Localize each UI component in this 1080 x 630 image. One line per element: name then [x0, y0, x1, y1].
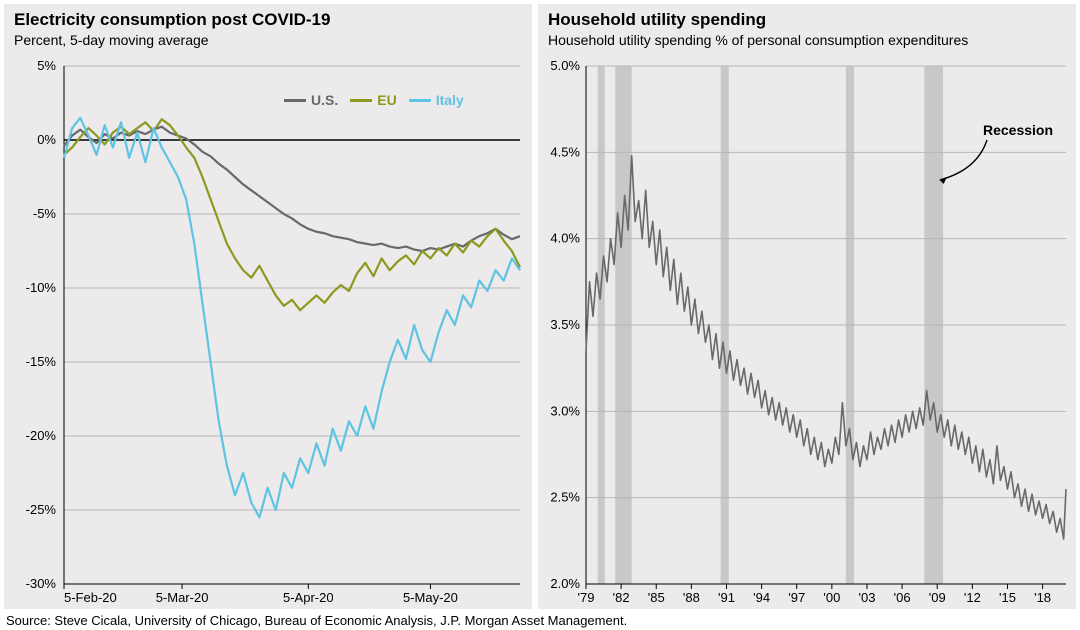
svg-text:4.5%: 4.5%: [550, 144, 580, 159]
right-chart: 5.0% 4.5% 4.0% 3.5% 3.0% 2.5% 2.0%'79 '82 '85 '88…: [538, 4, 1076, 609]
legend-text: Italy: [436, 92, 464, 108]
legend-text: U.S.: [311, 92, 338, 108]
svg-text:'94: '94: [753, 590, 770, 605]
recession-label: Recession: [983, 122, 1053, 138]
svg-text:4.0%: 4.0%: [550, 231, 580, 246]
source-line: Source: Steve Cicala, University of Chic…: [0, 609, 1080, 628]
svg-text:5%: 5%: [37, 58, 56, 73]
left-legend: U.S. EU Italy: [284, 92, 464, 108]
svg-text:'85: '85: [648, 590, 665, 605]
svg-text:5.0%: 5.0%: [550, 58, 580, 73]
svg-text:'06: '06: [894, 590, 911, 605]
left-panel: Electricity consumption post COVID-19 Pe…: [4, 4, 532, 609]
svg-text:'12: '12: [964, 590, 981, 605]
svg-text:3.0%: 3.0%: [550, 403, 580, 418]
svg-text:-15%: -15%: [26, 354, 57, 369]
svg-text:'03: '03: [858, 590, 875, 605]
legend-item: EU: [350, 92, 396, 108]
svg-text:5-Apr-20: 5-Apr-20: [283, 590, 334, 605]
legend-swatch: [350, 99, 372, 102]
svg-text:-10%: -10%: [26, 280, 57, 295]
svg-text:'88: '88: [683, 590, 700, 605]
svg-text:'15: '15: [999, 590, 1016, 605]
legend-swatch: [284, 99, 306, 102]
svg-text:'82: '82: [613, 590, 630, 605]
svg-text:5-Feb-20: 5-Feb-20: [64, 590, 117, 605]
svg-text:5-May-20: 5-May-20: [403, 590, 458, 605]
legend-swatch: [409, 99, 431, 102]
svg-text:-25%: -25%: [26, 502, 57, 517]
svg-text:'09: '09: [929, 590, 946, 605]
chart-pair-container: Electricity consumption post COVID-19 Pe…: [0, 0, 1080, 609]
recession-label-text: Recession: [983, 122, 1053, 138]
svg-text:2.5%: 2.5%: [550, 490, 580, 505]
svg-text:-5%: -5%: [33, 206, 57, 221]
legend-item: U.S.: [284, 92, 338, 108]
legend-item: Italy: [409, 92, 464, 108]
svg-text:5-Mar-20: 5-Mar-20: [156, 590, 209, 605]
svg-text:3.5%: 3.5%: [550, 317, 580, 332]
svg-text:'18: '18: [1034, 590, 1051, 605]
svg-text:-20%: -20%: [26, 428, 57, 443]
svg-text:'97: '97: [788, 590, 805, 605]
svg-text:'91: '91: [718, 590, 735, 605]
svg-text:'79: '79: [578, 590, 595, 605]
right-panel: Household utility spending Household uti…: [538, 4, 1076, 609]
svg-text:2.0%: 2.0%: [550, 576, 580, 591]
svg-text:-30%: -30%: [26, 576, 57, 591]
svg-text:'00: '00: [823, 590, 840, 605]
svg-text:0%: 0%: [37, 132, 56, 147]
legend-text: EU: [377, 92, 396, 108]
